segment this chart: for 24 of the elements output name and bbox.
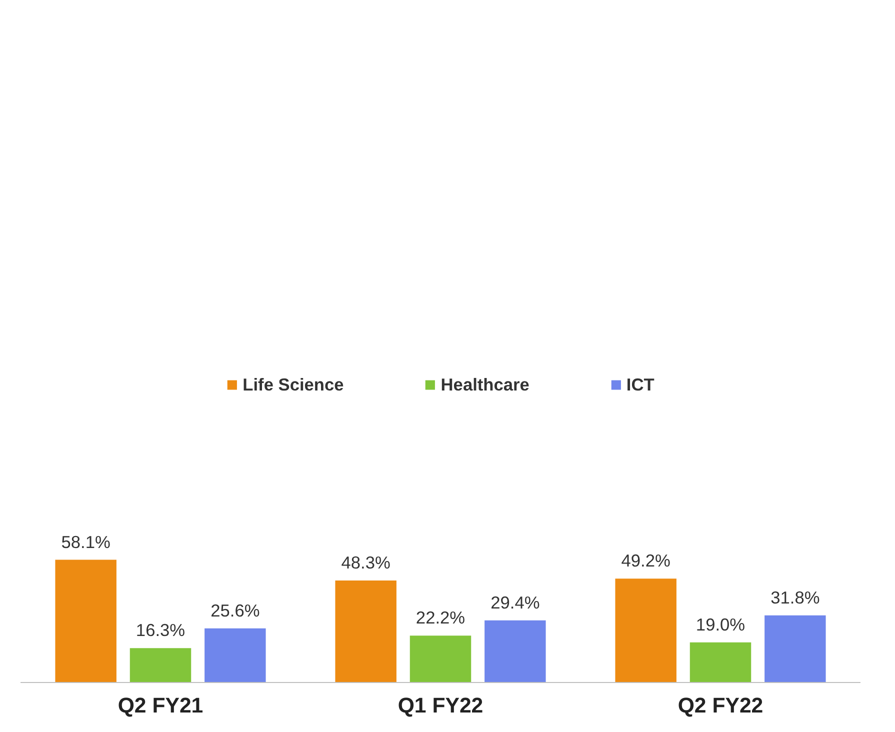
data-label: 29.4% — [490, 592, 540, 612]
x-tick-label: Q2 FY22 — [678, 694, 764, 718]
bar — [690, 642, 752, 682]
data-label: 31.8% — [770, 587, 820, 608]
bar — [410, 636, 472, 682]
bar — [484, 620, 546, 682]
data-label: 25.6% — [210, 600, 260, 620]
bar — [615, 578, 676, 682]
data-label: 22.2% — [416, 608, 466, 628]
legend-label: Life Science — [242, 374, 344, 396]
bar — [204, 628, 266, 682]
legend-label: Healthcare — [440, 374, 530, 396]
data-label: 19.0% — [696, 614, 746, 634]
data-label: 58.1% — [61, 532, 110, 552]
bar — [55, 560, 116, 682]
data-label: 48.3% — [341, 552, 390, 572]
bar — [335, 580, 396, 682]
x-tick-label: Q1 FY22 — [398, 694, 484, 718]
legend-label: ICT — [626, 374, 654, 396]
data-label: 49.2% — [621, 550, 670, 571]
bar — [130, 648, 192, 682]
bar — [764, 615, 826, 682]
x-tick-label: Q2 FY21 — [118, 694, 204, 718]
data-label: 16.3% — [136, 620, 186, 640]
